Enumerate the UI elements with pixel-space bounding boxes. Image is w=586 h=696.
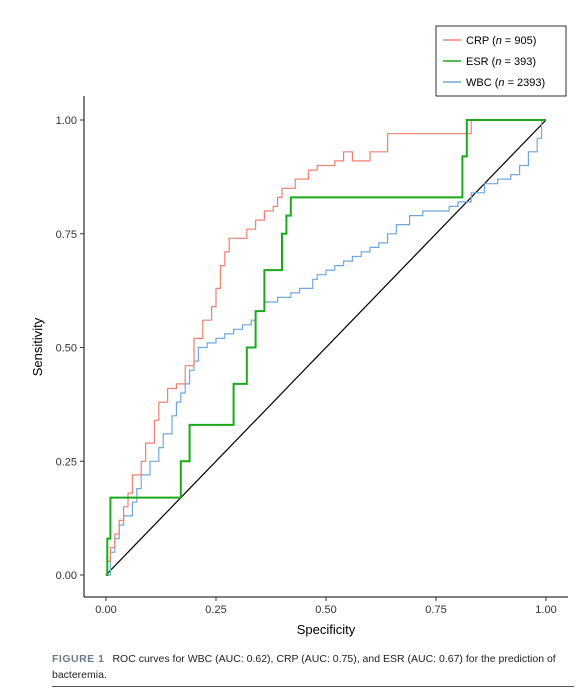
caption-divider — [52, 686, 574, 687]
legend-label-prefix: ESR ( — [466, 56, 496, 68]
figure-caption: FIGURE 1 ROC curves for WBC (AUC: 0.62), … — [52, 651, 572, 683]
x-tick-label: 0.75 — [425, 604, 446, 616]
reference-diagonal-line — [105, 119, 547, 576]
legend-label-count: = 905) — [502, 35, 537, 47]
legend-label-n: n — [495, 56, 501, 68]
y-tick-label: 0.00 — [56, 570, 77, 582]
legend-label-n: n — [498, 77, 504, 89]
legend-label-n: n — [496, 35, 502, 47]
legend: CRP (n = 905)ESR (n = 393)WBC (n = 2393) — [435, 25, 567, 97]
series-line-esr — [106, 119, 546, 576]
y-tick-label: 0.75 — [56, 229, 77, 241]
x-tick-label: 0.00 — [95, 604, 116, 616]
plot-area — [105, 119, 547, 576]
legend-label-crp: CRP (n = 905) — [466, 35, 536, 47]
series-line-crp — [106, 119, 546, 576]
legend-label-wbc: WBC (n = 2393) — [466, 77, 545, 89]
y-tick-label: 0.25 — [56, 456, 77, 468]
legend-label-esr: ESR (n = 393) — [466, 56, 536, 68]
roc-chart: 0.00 0.25 0.50 0.75 1.00 0.00 0.25 0.50 0.75 1.0… — [30, 25, 568, 637]
figure-label: FIGURE 1 — [52, 653, 105, 665]
x-tick-label: 0.25 — [205, 604, 226, 616]
x-ticks: 0.00 0.25 0.50 0.75 1.00 — [95, 597, 557, 616]
x-tick-label: 1.00 — [535, 604, 556, 616]
legend-label-count: = 2393) — [505, 77, 546, 89]
caption-text: ROC curves for WBC (AUC: 0.62), CRP (AUC… — [52, 653, 556, 681]
series-line-wbc — [106, 119, 546, 576]
y-axis-title: Sensitivity — [30, 317, 45, 376]
x-axis-title: Specificity — [297, 622, 356, 637]
legend-label-prefix: CRP ( — [466, 35, 496, 47]
y-ticks: 0.00 0.25 0.50 0.75 1.00 — [56, 115, 84, 582]
legend-label-count: = 393) — [501, 56, 536, 68]
x-tick-label: 0.50 — [315, 604, 336, 616]
legend-label-prefix: WBC ( — [466, 77, 499, 89]
y-tick-label: 1.00 — [56, 115, 77, 127]
y-tick-label: 0.50 — [56, 343, 77, 355]
